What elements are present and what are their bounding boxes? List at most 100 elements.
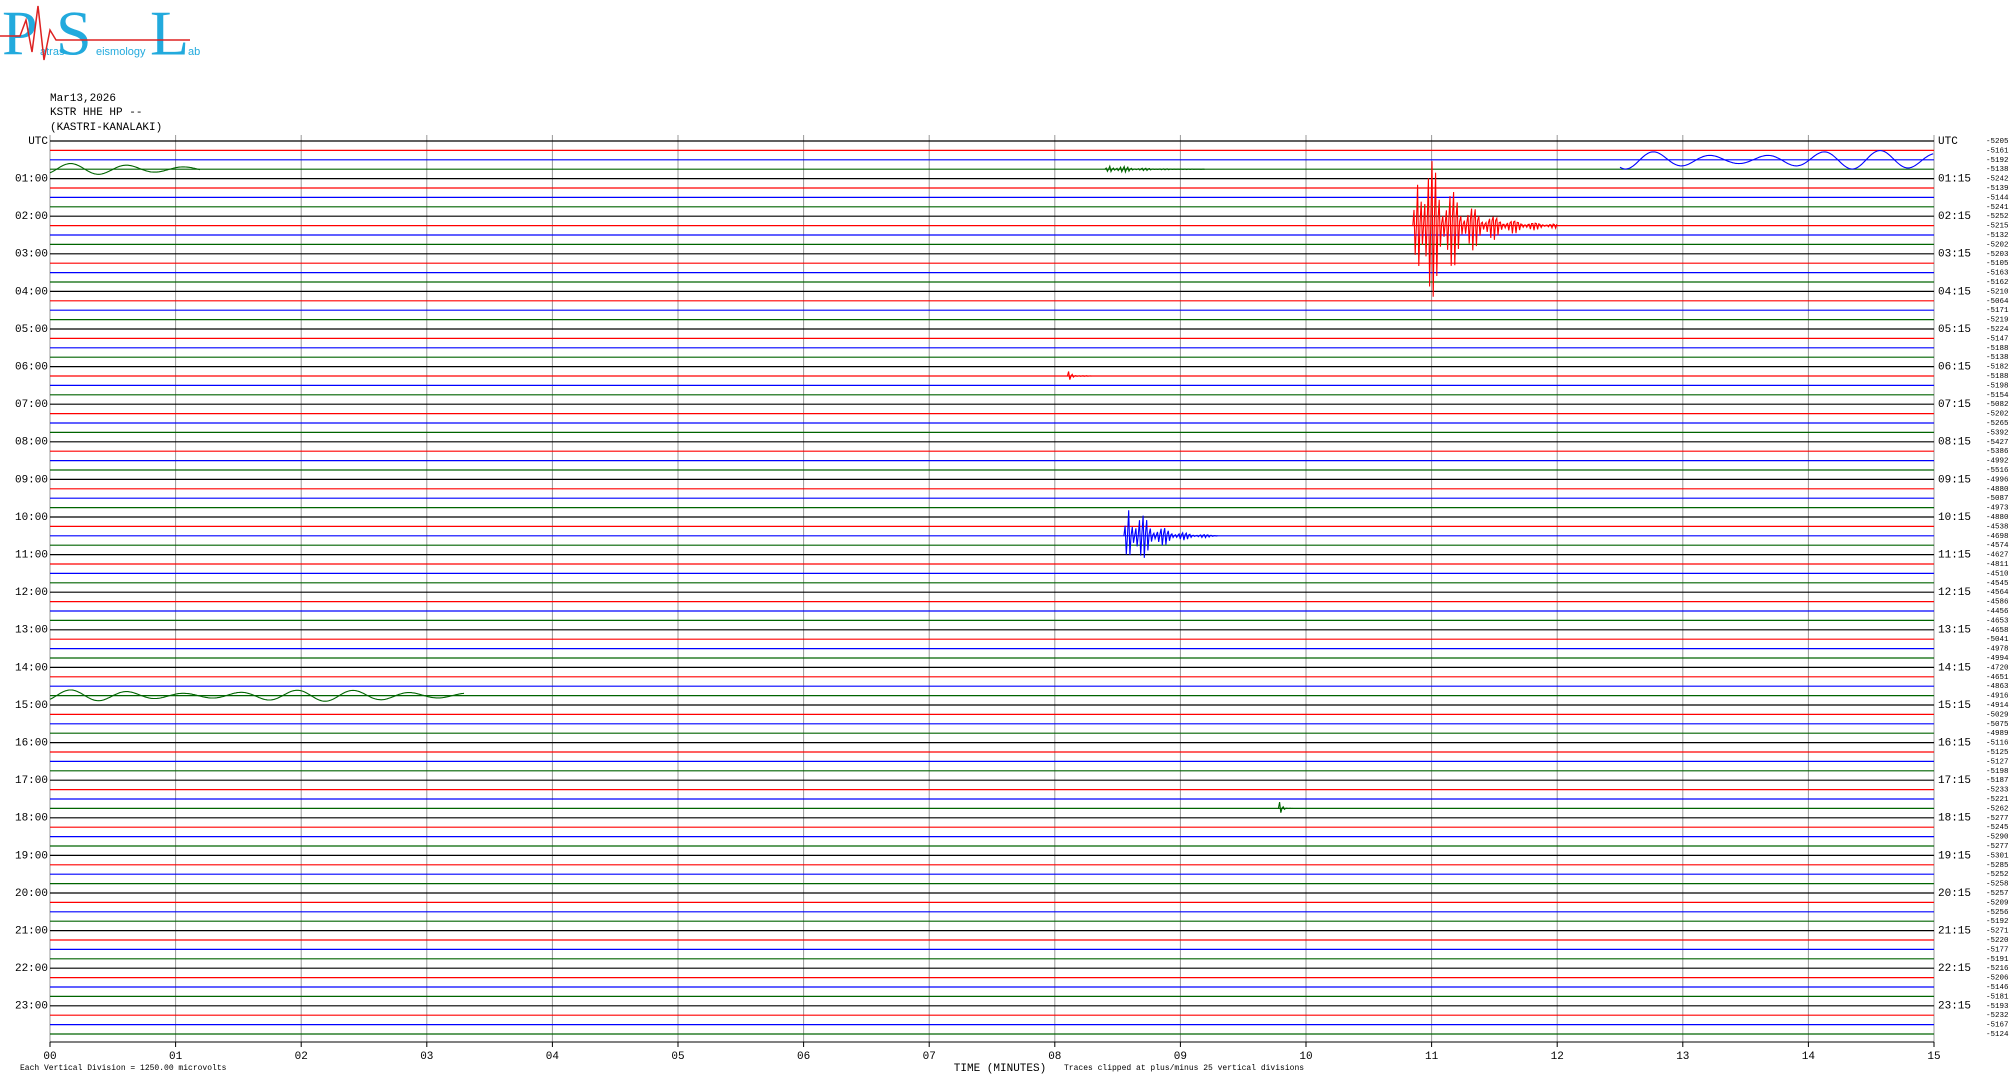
- trace-offset: -5105: [1986, 260, 2009, 268]
- hour-label-right: 06:15: [1938, 362, 1971, 374]
- trace-offset: -5290: [1986, 834, 2009, 842]
- hour-label-left: 02:00: [15, 211, 48, 223]
- trace-offset: -4978: [1986, 646, 2009, 654]
- seismic-event: [1104, 164, 1205, 174]
- trace-offset: -5427: [1986, 439, 2009, 447]
- trace-offset: -5277: [1986, 815, 2009, 823]
- hour-label-right: 02:15: [1938, 211, 1971, 223]
- trace-offset: -5241: [1986, 204, 2009, 212]
- trace-offset: -5262: [1986, 805, 2009, 813]
- trace-offset: -5301: [1986, 852, 2009, 860]
- hour-label-right: 04:15: [1938, 286, 1971, 298]
- trace-offset: -4658: [1986, 627, 2009, 635]
- trace-offset: -5192: [1986, 157, 2009, 165]
- trace-offset: -5075: [1986, 721, 2009, 729]
- trace-offset: -5124: [1986, 1031, 2009, 1039]
- trace-offset: -5219: [1986, 317, 2009, 325]
- trace-offset: -5198: [1986, 382, 2009, 390]
- trace-offset: -5138: [1986, 166, 2009, 174]
- trace-offset: -4545: [1986, 580, 2009, 588]
- trace-offset: -5188: [1986, 373, 2009, 381]
- x-tick-label: 04: [546, 1051, 560, 1063]
- trace-offset: -4811: [1986, 561, 2009, 569]
- trace-offset: -5257: [1986, 890, 2009, 898]
- trace-offset: -5132: [1986, 232, 2009, 240]
- x-tick-label: 00: [43, 1051, 56, 1063]
- trace-offset: -4989: [1986, 730, 2009, 738]
- hour-label-left: 15:00: [15, 700, 48, 712]
- hour-label-left: 01:00: [15, 174, 48, 186]
- trace-offset: -5161: [1986, 147, 2009, 155]
- hour-label-right: 13:15: [1938, 625, 1971, 637]
- logo-word: ab: [188, 46, 200, 58]
- trace-offset: -5271: [1986, 928, 2009, 936]
- trace-offset: -5202: [1986, 241, 2009, 249]
- logo: P atras S eismology L ab: [0, 0, 200, 69]
- hour-label-right: 21:15: [1938, 926, 1971, 938]
- trace-offset: -5181: [1986, 993, 2009, 1001]
- hour-label-left: 07:00: [15, 399, 48, 411]
- trace-offset: -5216: [1986, 965, 2009, 973]
- hour-label-right: 16:15: [1938, 738, 1971, 750]
- hour-label-left: 13:00: [15, 625, 48, 637]
- x-tick-label: 11: [1425, 1051, 1439, 1063]
- hour-label-right: 11:15: [1938, 550, 1971, 562]
- date: Mar13,2026: [50, 93, 116, 105]
- trace-offset: -5205: [1986, 138, 2009, 146]
- trace-offset: -5147: [1986, 335, 2009, 343]
- trace-offset: -4510: [1986, 570, 2009, 578]
- trace-offset: -5125: [1986, 749, 2009, 757]
- hour-label-right: 01:15: [1938, 174, 1971, 186]
- trace-offset: -5193: [1986, 1003, 2009, 1011]
- trace-offset: -4916: [1986, 693, 2009, 701]
- hour-label-left: 14:00: [15, 662, 48, 674]
- trace-offset: -5224: [1986, 326, 2009, 334]
- trace-offset: -5277: [1986, 843, 2009, 851]
- hour-label-left: 21:00: [15, 926, 48, 938]
- hour-label-left: 06:00: [15, 362, 48, 374]
- hour-label-left: 05:00: [15, 324, 48, 336]
- trace-offset: -5203: [1986, 251, 2009, 259]
- x-tick-label: 15: [1927, 1051, 1940, 1063]
- trace-offset: -5138: [1986, 354, 2009, 362]
- trace-offset: -4973: [1986, 505, 2009, 513]
- hour-label-right: 22:15: [1938, 963, 1971, 975]
- trace-offset: -5182: [1986, 364, 2009, 372]
- logo-letter: L: [150, 0, 189, 69]
- seismic-event: [1412, 161, 1558, 297]
- trace-offset: -5242: [1986, 176, 2009, 184]
- trace-offset: -5167: [1986, 1022, 2009, 1030]
- x-tick-label: 07: [923, 1051, 936, 1063]
- trace-offset: -4627: [1986, 552, 2009, 560]
- trace-offset: -5139: [1986, 185, 2009, 193]
- hour-label-right: 15:15: [1938, 700, 1971, 712]
- seismic-event: [1277, 801, 1293, 813]
- hour-label-left: 17:00: [15, 775, 48, 787]
- logo-letter: S: [56, 0, 92, 69]
- x-axis-title: TIME (MINUTES): [954, 1063, 1046, 1075]
- seismic-event: [1123, 510, 1218, 558]
- hour-label-left: 04:00: [15, 286, 48, 298]
- hour-label-right: 19:15: [1938, 850, 1971, 862]
- trace-offset: -4586: [1986, 599, 2009, 607]
- trace-offset: -5392: [1986, 429, 2009, 437]
- hour-label-left: UTC: [28, 136, 48, 148]
- logo-wave: [0, 5, 190, 61]
- hour-label-left: 11:00: [15, 550, 48, 562]
- x-tick-label: 06: [797, 1051, 810, 1063]
- trace-offset: -4698: [1986, 533, 2009, 541]
- trace-offset: -5116: [1986, 740, 2009, 748]
- hour-label-right: 12:15: [1938, 587, 1971, 599]
- seismic-event: [49, 689, 465, 702]
- trace-offset: -5163: [1986, 270, 2009, 278]
- x-tick-label: 10: [1299, 1051, 1312, 1063]
- trace-offset: -5210: [1986, 288, 2009, 296]
- hour-label-right: 20:15: [1938, 888, 1971, 900]
- trace-offset: -5209: [1986, 899, 2009, 907]
- hour-label-left: 03:00: [15, 249, 48, 261]
- trace-offset: -5146: [1986, 984, 2009, 992]
- trace-offset: -5087: [1986, 495, 2009, 503]
- logo-word: eismology: [96, 46, 146, 58]
- hour-label-left: 08:00: [15, 437, 48, 449]
